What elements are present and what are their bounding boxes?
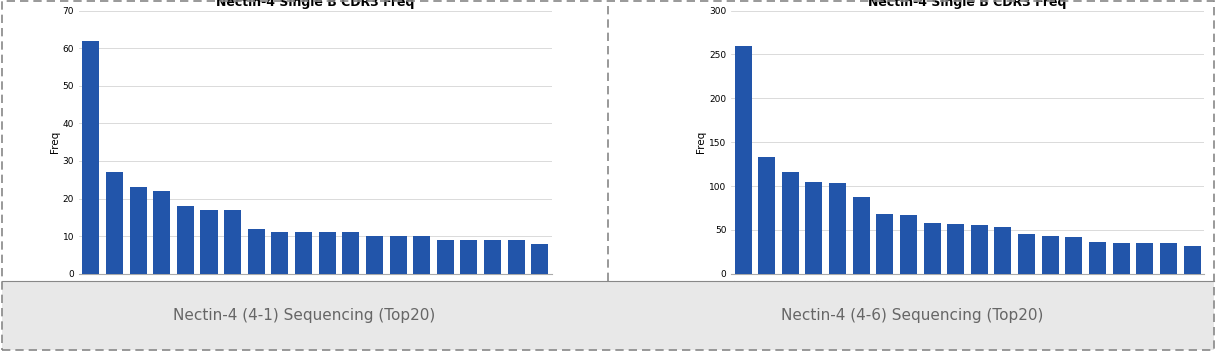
- X-axis label: CDR3_AA (H&L): CDR3_AA (H&L): [927, 311, 1008, 322]
- Bar: [995, 227, 1012, 274]
- Bar: [508, 240, 525, 274]
- X-axis label: CDR3_AA(H&L): CDR3_AA(H&L): [276, 311, 355, 322]
- Bar: [83, 41, 100, 274]
- Bar: [413, 236, 430, 274]
- Bar: [782, 172, 799, 274]
- Text: Nectin-4 (4-6) Sequencing (Top20): Nectin-4 (4-6) Sequencing (Top20): [781, 309, 1043, 323]
- Bar: [1090, 242, 1107, 274]
- Bar: [1042, 236, 1059, 274]
- Bar: [970, 225, 987, 274]
- Bar: [153, 191, 170, 274]
- Bar: [366, 236, 383, 274]
- Bar: [852, 197, 869, 274]
- Bar: [924, 223, 941, 274]
- Text: Nectin-4 (4-1) Sequencing (Top20): Nectin-4 (4-1) Sequencing (Top20): [173, 309, 435, 323]
- Bar: [1018, 234, 1035, 274]
- Y-axis label: Freq: Freq: [50, 131, 60, 153]
- Bar: [437, 240, 454, 274]
- Bar: [342, 232, 359, 274]
- Bar: [900, 215, 917, 274]
- Bar: [319, 232, 336, 274]
- Y-axis label: Freq: Freq: [697, 131, 706, 153]
- Bar: [947, 224, 964, 274]
- Bar: [130, 187, 147, 274]
- Bar: [484, 240, 501, 274]
- Bar: [106, 172, 123, 274]
- Bar: [389, 236, 406, 274]
- Bar: [829, 183, 846, 274]
- Bar: [805, 182, 822, 274]
- Bar: [1183, 246, 1200, 274]
- Bar: [1160, 243, 1177, 274]
- Bar: [531, 244, 548, 274]
- Bar: [224, 210, 241, 274]
- Bar: [1065, 237, 1082, 274]
- Title: Nectin-4 Single B CDR3 Freq: Nectin-4 Single B CDR3 Freq: [216, 0, 415, 9]
- Bar: [295, 232, 313, 274]
- Bar: [271, 232, 288, 274]
- Bar: [734, 46, 751, 274]
- Bar: [176, 206, 193, 274]
- Bar: [201, 210, 218, 274]
- Bar: [877, 214, 894, 274]
- Title: Nectin-4 Single B CDR3 Freq: Nectin-4 Single B CDR3 Freq: [868, 0, 1066, 9]
- Bar: [1113, 243, 1130, 274]
- Bar: [1136, 243, 1153, 274]
- Bar: [248, 229, 265, 274]
- Bar: [758, 157, 775, 274]
- Bar: [461, 240, 478, 274]
